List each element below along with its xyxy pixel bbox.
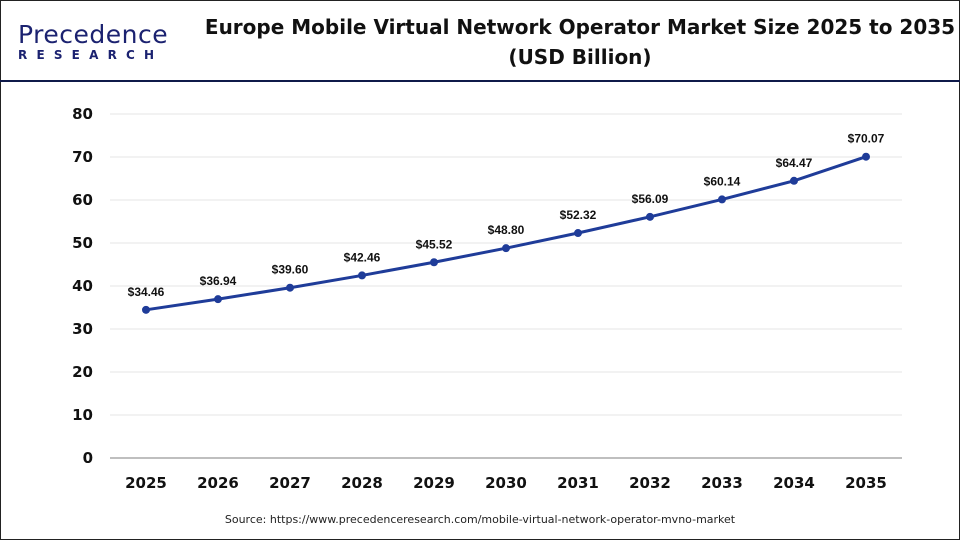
x-tick-label: 2030 <box>485 474 527 492</box>
data-point <box>574 229 582 238</box>
y-tick-label: 50 <box>72 234 93 252</box>
source-note: Source: https://www.precedenceresearch.c… <box>224 513 736 526</box>
y-tick-label: 10 <box>72 406 93 424</box>
data-point <box>358 271 366 280</box>
y-tick-label: 70 <box>72 148 93 166</box>
data-point <box>718 195 726 204</box>
data-label: $60.14 <box>704 174 741 188</box>
data-label: $70.07 <box>848 132 885 146</box>
data-point <box>502 244 510 253</box>
y-tick-label: 80 <box>72 105 93 123</box>
x-tick-label: 2027 <box>269 474 311 492</box>
data-point <box>430 258 438 267</box>
x-tick-label: 2034 <box>773 474 815 492</box>
x-tick-label: 2031 <box>557 474 599 492</box>
data-label: $45.52 <box>416 237 453 251</box>
data-label: $52.32 <box>560 208 597 222</box>
y-tick-label: 0 <box>83 449 93 467</box>
logo-name: Precedence <box>18 20 169 49</box>
data-point <box>214 295 222 304</box>
chart-title: Europe Mobile Virtual Network Operator M… <box>204 15 956 69</box>
x-tick-label: 2035 <box>845 474 887 492</box>
data-label: $64.47 <box>776 156 813 170</box>
header: Precedence RESEARCH Europe Mobile Virtua… <box>0 0 960 82</box>
y-tick-label: 20 <box>72 363 93 381</box>
x-tick-label: 2028 <box>341 474 383 492</box>
data-point <box>286 283 294 292</box>
data-label: $42.46 <box>344 250 381 264</box>
y-tick-label: 40 <box>72 277 93 295</box>
brand-logo: Precedence RESEARCH <box>18 20 169 63</box>
y-tick-label: 60 <box>72 191 93 209</box>
data-label: $48.80 <box>488 223 525 237</box>
y-tick-label: 30 <box>72 320 93 338</box>
data-label: $36.94 <box>200 274 237 288</box>
data-label: $39.60 <box>272 263 309 277</box>
x-tick-label: 2033 <box>701 474 743 492</box>
data-point <box>142 305 150 314</box>
x-tick-label: 2032 <box>629 474 671 492</box>
logo-subtitle: RESEARCH <box>18 48 164 62</box>
x-tick-label: 2026 <box>197 474 239 492</box>
data-point <box>862 152 870 161</box>
data-point <box>646 212 654 221</box>
data-point <box>790 176 798 185</box>
data-label: $56.09 <box>632 192 669 206</box>
x-tick-label: 2029 <box>413 474 455 492</box>
x-tick-label: 2025 <box>125 474 167 492</box>
data-label: $34.46 <box>128 285 165 299</box>
